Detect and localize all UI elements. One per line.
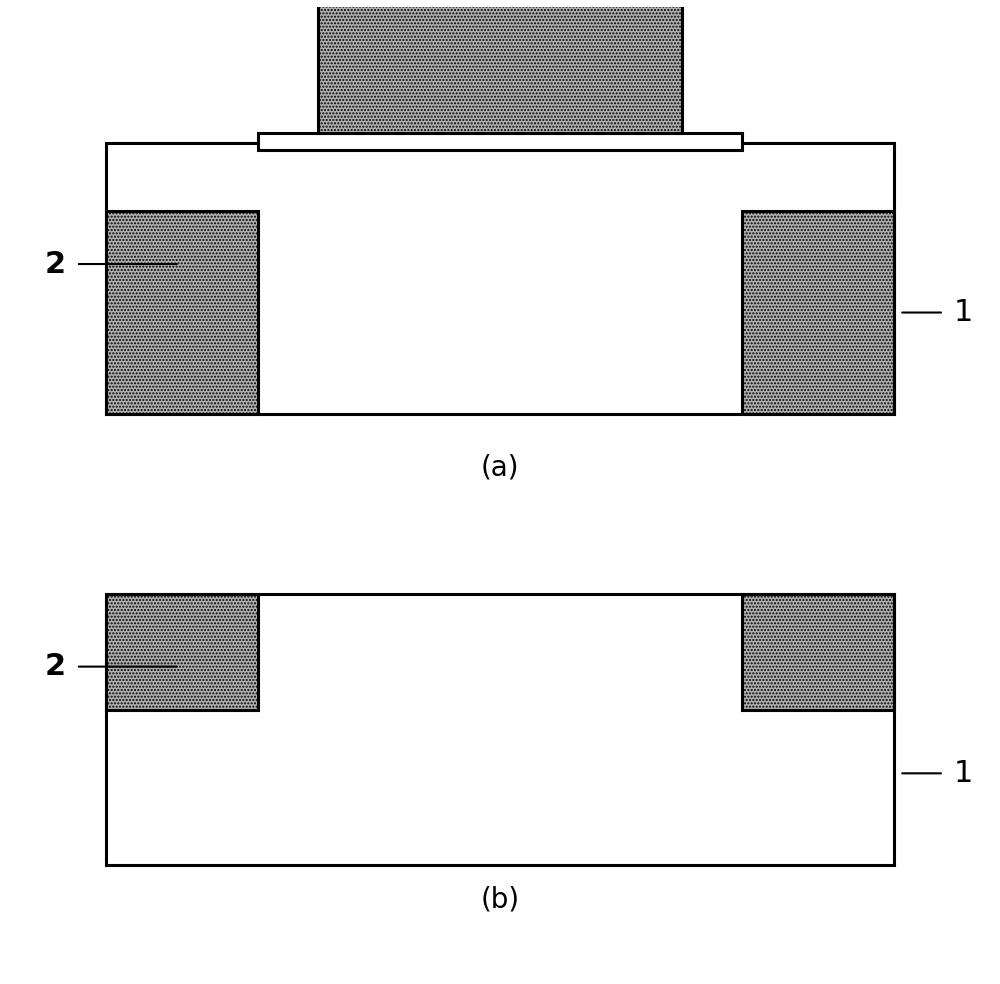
Bar bbox=[258, 133, 742, 150]
Text: (b): (b) bbox=[480, 886, 520, 913]
Bar bbox=[742, 211, 894, 414]
Text: 1: 1 bbox=[954, 298, 973, 327]
Text: (a): (a) bbox=[481, 454, 519, 482]
Text: 1: 1 bbox=[954, 759, 973, 788]
Bar bbox=[106, 211, 258, 414]
Text: 2: 2 bbox=[45, 250, 66, 278]
Bar bbox=[106, 594, 894, 866]
Text: 2: 2 bbox=[45, 652, 66, 681]
Bar bbox=[318, 0, 682, 133]
Bar bbox=[106, 594, 258, 710]
Bar bbox=[106, 143, 894, 414]
Bar bbox=[742, 594, 894, 710]
